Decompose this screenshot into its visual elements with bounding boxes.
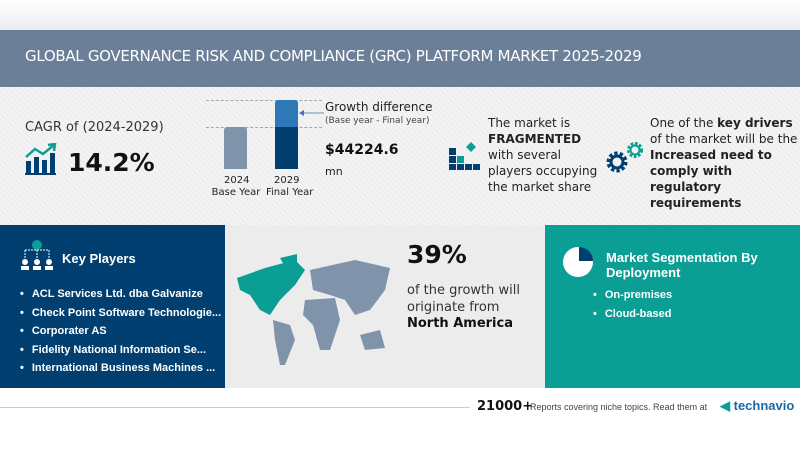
growth-title: Growth difference — [325, 100, 433, 114]
driver-line: of the market will be the — [650, 132, 798, 146]
market-line: players occupying — [488, 164, 598, 178]
south-america-shape — [273, 320, 295, 365]
region-line: originate from — [407, 300, 500, 315]
segmentation-title: Deployment — [606, 265, 681, 280]
australia-shape — [360, 330, 385, 350]
driver-name: regulatory — [650, 180, 722, 194]
growth-subtitle: (Base year - Final year) — [325, 116, 430, 126]
key-players-title: Key Players — [62, 251, 136, 266]
region-line: of the growth will — [407, 283, 520, 298]
driver-key: key drivers — [717, 116, 793, 130]
guide-line-base — [206, 127, 322, 128]
market-line: The market is — [488, 116, 571, 130]
segmentation-title: Market Segmentation By — [606, 250, 758, 265]
bar-2029-base — [275, 127, 298, 169]
org-chart-icon — [21, 240, 53, 270]
market-fragmented: FRAGMENTED — [488, 132, 582, 146]
bar-2029-growth — [275, 100, 298, 127]
key-player-item: Fidelity National Information Se... — [20, 341, 221, 360]
growth-value: $44224.6 — [325, 142, 399, 158]
driver-name: Increased need to — [650, 148, 772, 162]
greenland-shape — [280, 254, 297, 270]
segment-item: On-premises — [593, 289, 672, 301]
header-banner — [0, 30, 800, 87]
key-player-item: Corporater AS — [20, 322, 221, 341]
technavio-logo[interactable]: ◀ technavio — [720, 398, 794, 414]
driver-line: One of the — [650, 116, 718, 130]
footer-count: 21000+ — [477, 399, 534, 414]
region-panel — [225, 225, 545, 388]
technavio-mark-icon: ◀ — [720, 398, 734, 413]
blocks-icon — [449, 142, 480, 170]
africa-shape — [303, 298, 340, 350]
key-player-item: International Business Machines ... — [20, 359, 221, 378]
cagr-label: CAGR of (2024-2029) — [25, 120, 164, 135]
pie-chart-icon — [563, 247, 593, 277]
brand-name: technavio — [733, 398, 795, 413]
region-name: North America — [407, 316, 513, 331]
bar-year-2029: 2029 — [274, 175, 300, 186]
key-player-item: ACL Services Ltd. dba Galvanize — [20, 285, 221, 304]
key-players-list: ACL Services Ltd. dba Galvanize Check Po… — [20, 285, 221, 378]
key-player-item: Check Point Software Technologie... — [20, 304, 221, 323]
region-percent: 39% — [407, 240, 467, 269]
growth-chart-icon — [25, 143, 57, 175]
arrow-left-icon — [299, 110, 324, 116]
page-title: GLOBAL GOVERNANCE RISK AND COMPLIANCE (G… — [25, 47, 642, 65]
market-structure-text: The market is FRAGMENTED with several pl… — [488, 115, 597, 195]
gears-icon — [606, 142, 643, 173]
summary-band — [0, 87, 800, 225]
footer-divider — [0, 407, 470, 408]
bar-2024 — [224, 127, 247, 169]
market-line: with several — [488, 148, 562, 162]
footer-text: Reports covering niche topics. Read them… — [530, 402, 708, 412]
bar-label-2024: Base Year — [211, 187, 261, 198]
driver-name: comply with — [650, 164, 733, 178]
key-driver-text: One of the key drivers of the market wil… — [650, 115, 797, 211]
driver-name: requirements — [650, 196, 742, 210]
eurasia-shape — [310, 260, 390, 315]
north-america-shape — [237, 260, 305, 315]
cagr-value: 14.2% — [68, 148, 155, 177]
market-line: the market share — [488, 180, 592, 194]
world-map-icon — [237, 254, 390, 365]
segment-item: Cloud-based — [593, 308, 672, 320]
top-strip — [0, 0, 800, 30]
growth-unit: mn — [325, 165, 343, 178]
guide-line-top — [206, 100, 322, 101]
bar-label-2029: Final Year — [266, 187, 314, 198]
bar-year-2024: 2024 — [224, 175, 250, 186]
